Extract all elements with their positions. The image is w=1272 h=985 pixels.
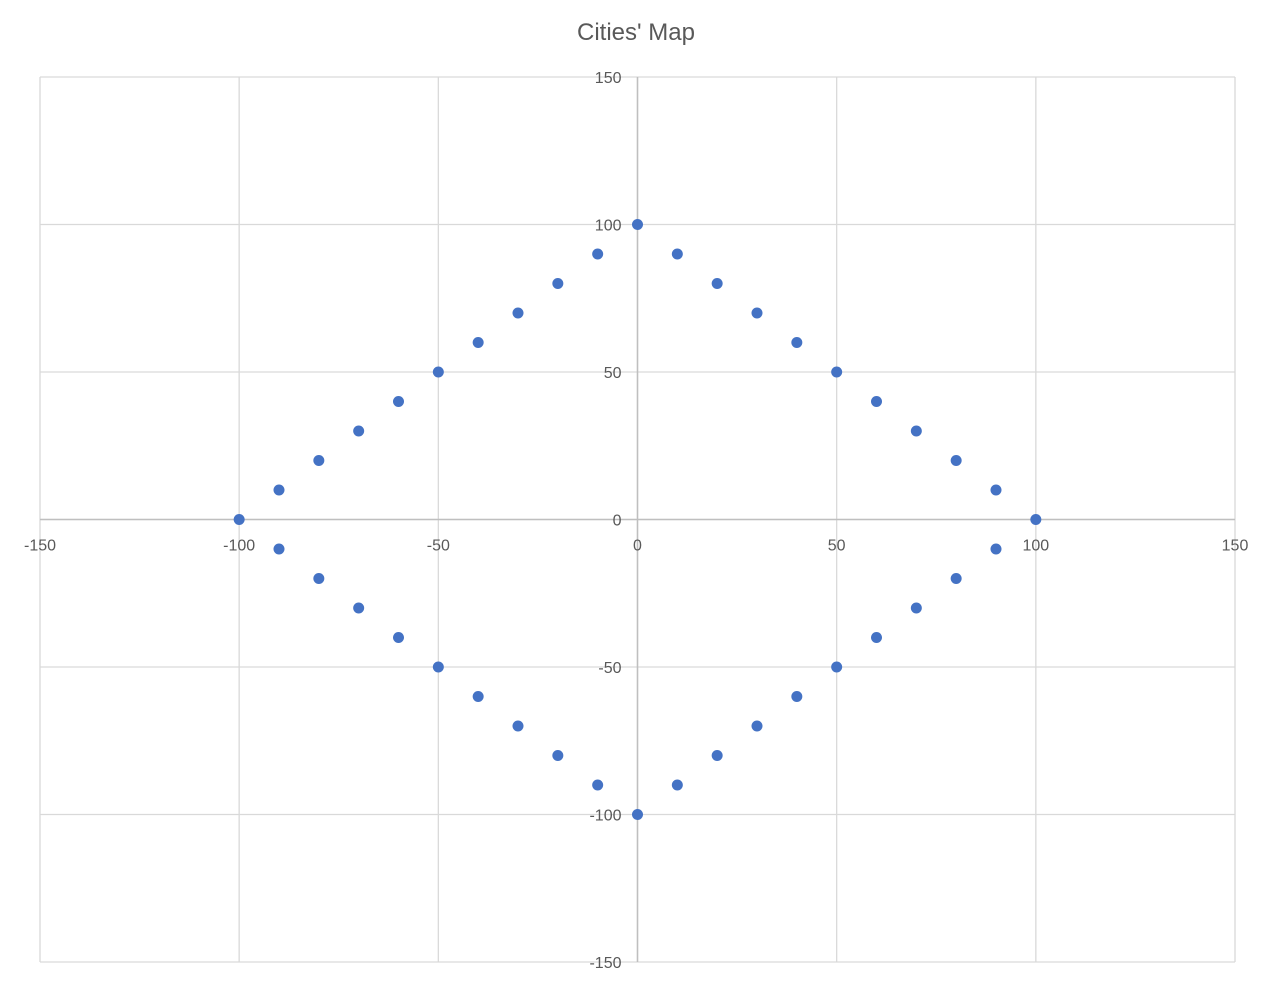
data-point [273, 543, 285, 555]
data-point [990, 543, 1002, 555]
y-tick-label: -100 [589, 808, 621, 825]
data-point [831, 661, 843, 673]
y-tick-label: -150 [589, 955, 621, 972]
data-point [950, 573, 962, 584]
data-point [512, 720, 524, 732]
data-point [910, 425, 922, 437]
data-point [711, 278, 723, 289]
x-tick-label: -50 [427, 538, 450, 555]
data-point [432, 366, 444, 378]
x-tick-label: -150 [24, 538, 56, 555]
data-point [632, 809, 643, 820]
y-tick-label: -50 [598, 660, 621, 677]
data-point [393, 396, 404, 407]
data-point [353, 602, 365, 614]
data-point [751, 307, 763, 319]
data-point [313, 573, 325, 584]
x-tick-label: 0 [633, 538, 642, 555]
data-point [552, 278, 564, 289]
data-point [552, 750, 564, 761]
data-point [791, 337, 803, 348]
y-tick-label: 150 [595, 70, 622, 87]
data-point [950, 455, 962, 466]
data-point [990, 484, 1002, 496]
data-point [233, 514, 245, 525]
data-point [751, 720, 763, 732]
data-point [472, 691, 484, 702]
data-point [393, 632, 404, 643]
data-point [831, 366, 843, 378]
data-point [871, 632, 882, 643]
x-tick-label: 150 [1222, 538, 1249, 555]
y-tick-label: 0 [613, 513, 622, 530]
data-point [671, 248, 683, 260]
data-point [472, 337, 484, 348]
x-tick-label: -100 [223, 538, 255, 555]
data-point [632, 219, 643, 230]
data-point [313, 455, 325, 466]
y-tick-label: 100 [595, 218, 622, 235]
data-point [871, 396, 882, 407]
y-tick-label: 50 [604, 365, 622, 382]
data-point [432, 661, 444, 673]
data-point [791, 691, 803, 702]
data-point [273, 484, 285, 496]
data-point [910, 602, 922, 614]
chart-title: Cities' Map [577, 19, 695, 46]
data-point [353, 425, 365, 437]
data-point [1030, 514, 1042, 525]
x-tick-label: 100 [1022, 538, 1049, 555]
data-point [711, 750, 723, 761]
data-point [592, 248, 604, 260]
data-point [671, 779, 683, 791]
data-point [512, 307, 524, 319]
data-point [592, 779, 604, 791]
x-tick-label: 50 [828, 538, 846, 555]
